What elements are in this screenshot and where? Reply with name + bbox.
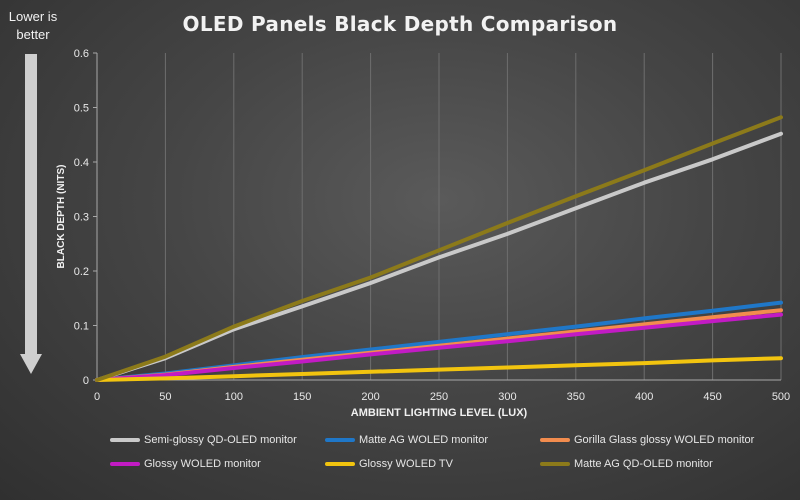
x-axis-title: AMBIENT LIGHTING LEVEL (LUX) bbox=[351, 407, 528, 419]
note-line-1: Lower is bbox=[8, 9, 58, 24]
legend-label: Semi-glossy QD-OLED monitor bbox=[144, 434, 297, 446]
series-line-matte-ag-qd-oled-monitor bbox=[95, 115, 783, 382]
y-tick-label: 0.2 bbox=[74, 266, 89, 278]
legend-swatch bbox=[110, 438, 140, 442]
y-tick-label: 0.3 bbox=[74, 212, 89, 224]
lower-is-better-note: Lower is better bbox=[2, 8, 64, 44]
chart-title: OLED Panels Black Depth Comparison bbox=[182, 12, 618, 36]
x-tick-label: 400 bbox=[635, 391, 653, 403]
x-tick-label: 450 bbox=[703, 391, 721, 403]
x-tick-label: 50 bbox=[159, 391, 171, 403]
y-tick-label: 0.6 bbox=[74, 48, 89, 60]
series-line-glossy-woled-tv bbox=[95, 356, 783, 382]
y-tick-label: 0.1 bbox=[74, 321, 89, 333]
legend-item: Glossy WOLED TV bbox=[325, 456, 540, 472]
note-line-2: better bbox=[16, 27, 50, 42]
x-tick-label: 150 bbox=[293, 391, 311, 403]
x-tick-label: 500 bbox=[772, 391, 790, 403]
y-axis-title: BLACK DEPTH (NITS) bbox=[56, 165, 67, 269]
legend-label: Glossy WOLED monitor bbox=[144, 458, 261, 470]
legend-item: Gorilla Glass glossy WOLED monitor bbox=[540, 432, 790, 448]
y-tick-label: 0.4 bbox=[74, 157, 89, 169]
series-line-glossy-woled-monitor bbox=[95, 312, 783, 382]
legend-label: Glossy WOLED TV bbox=[359, 458, 453, 470]
x-tick-label: 350 bbox=[567, 391, 585, 403]
legend-swatch bbox=[325, 438, 355, 442]
legend-label: Gorilla Glass glossy WOLED monitor bbox=[574, 434, 755, 446]
y-tick-label: 0.5 bbox=[74, 103, 89, 115]
legend-item: Glossy WOLED monitor bbox=[110, 456, 325, 472]
x-tick-label: 0 bbox=[94, 391, 100, 403]
chart-legend: Semi-glossy QD-OLED monitor Matte AG WOLE… bbox=[110, 432, 790, 472]
legend-swatch bbox=[325, 462, 355, 466]
x-tick-label: 300 bbox=[498, 391, 516, 403]
legend-item: Matte AG WOLED monitor bbox=[325, 432, 540, 448]
x-tick-label: 200 bbox=[361, 391, 379, 403]
legend-item: Matte AG QD-OLED monitor bbox=[540, 456, 790, 472]
legend-swatch bbox=[540, 462, 570, 466]
legend-swatch bbox=[540, 438, 570, 442]
legend-label: Matte AG QD-OLED monitor bbox=[574, 458, 713, 470]
x-tick-label: 100 bbox=[225, 391, 243, 403]
line-chart: 0 0.1 0.2 0.3 0.4 0.5 0.6 0 50 100 150 200 250 300 350… bbox=[56, 48, 790, 419]
legend-swatch bbox=[110, 462, 140, 466]
x-tick-label: 250 bbox=[430, 391, 448, 403]
legend-item: Semi-glossy QD-OLED monitor bbox=[110, 432, 325, 448]
legend-label: Matte AG WOLED monitor bbox=[359, 434, 488, 446]
y-tick-label: 0 bbox=[83, 375, 89, 387]
down-arrow-icon bbox=[20, 54, 42, 374]
series-line-semi-glossy-qd-oled-monitor bbox=[95, 131, 783, 382]
